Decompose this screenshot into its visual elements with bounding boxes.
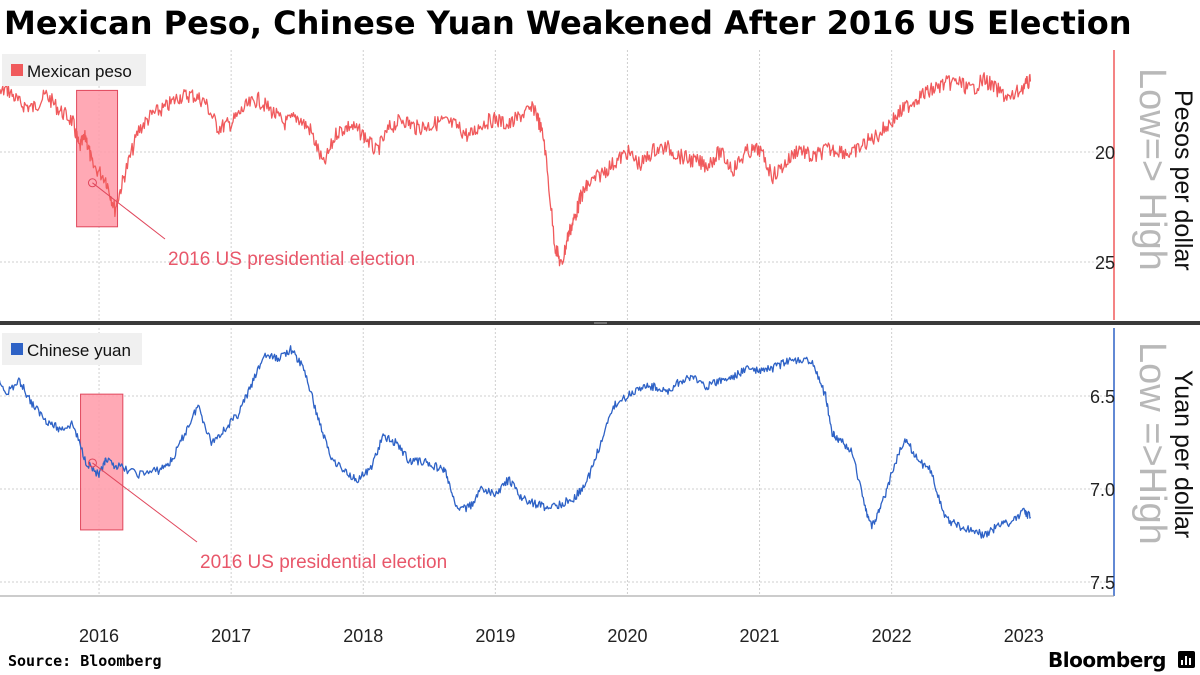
y-tick-label: 7.0 [1090, 480, 1115, 500]
source-note: Source: Bloomberg [8, 652, 162, 670]
axis-direction-note: Low=> High [1131, 68, 1173, 271]
series-line [0, 345, 1031, 539]
bar-chart-icon [1178, 651, 1195, 668]
legend-swatch [11, 64, 23, 76]
page-title: Mexican Peso, Chinese Yuan Weakened Afte… [4, 4, 1132, 42]
x-tick-label: 2020 [607, 626, 647, 646]
annotation-box [76, 89, 119, 228]
y-tick-label: 7.5 [1090, 573, 1115, 593]
x-tick-label: 2018 [343, 626, 383, 646]
annotation-marker [87, 458, 97, 468]
y-axis-title: Yuan per dollar [1169, 370, 1197, 538]
axis-direction-note: Low =>High [1131, 342, 1173, 545]
annotation-label: 2016 US presidential election [168, 249, 415, 270]
y-tick-label: 20 [1095, 143, 1115, 163]
annotation-leader [92, 182, 166, 240]
y-tick-label: 25 [1095, 253, 1115, 273]
x-tick-label: 2017 [211, 626, 251, 646]
bloomberg-logo: Bloomberg [1048, 648, 1166, 672]
annotation-marker [87, 178, 97, 188]
legend-swatch [11, 343, 23, 355]
x-tick-label: 2021 [740, 626, 780, 646]
legend-label: Mexican peso [27, 62, 132, 81]
legend-label: Chinese yuan [27, 341, 131, 360]
y-tick-label: 6.5 [1090, 387, 1115, 407]
legend-box [2, 333, 142, 365]
x-tick-label: 2019 [475, 626, 515, 646]
y-axis-title: Pesos per dollar [1169, 90, 1197, 271]
x-tick-label: 2016 [79, 626, 119, 646]
annotation-box [80, 393, 124, 531]
annotation-label: 2016 US presidential election [200, 552, 447, 573]
legend-box [2, 54, 146, 86]
annotation-leader [92, 462, 198, 543]
x-tick-label: 2022 [872, 626, 912, 646]
series-line [0, 72, 1032, 267]
x-tick-label: 2023 [1004, 626, 1044, 646]
